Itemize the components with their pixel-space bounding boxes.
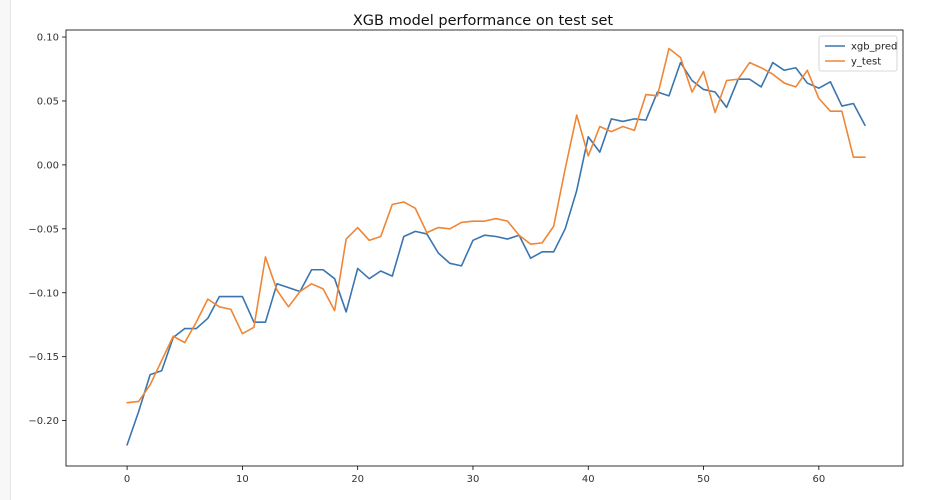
x-tick-label: 30 [467, 474, 480, 485]
x-tick-label: 50 [697, 474, 710, 485]
legend: xgb_pred y_test [818, 35, 898, 72]
y-tick-label: −0.10 [28, 288, 59, 299]
plot-area-frame [65, 29, 904, 467]
chart-title: XGB model performance on test set [353, 13, 614, 29]
y-tick-label: 0.05 [37, 96, 59, 107]
notebook-cell-gutter [0, 0, 11, 500]
y-axis: 0.10 0.05 0.00 −0.05 −0.10 −0.15 −0.20 [28, 33, 66, 427]
x-tick-label: 20 [351, 474, 364, 485]
y-tick-label: −0.15 [28, 352, 59, 363]
y-tick-label: −0.05 [28, 224, 59, 235]
x-tick-label: 40 [582, 474, 595, 485]
y-tick-label: −0.20 [28, 416, 59, 427]
y-tick-label: 0.00 [37, 160, 59, 171]
x-axis: 0 10 20 30 40 50 60 [124, 466, 825, 485]
legend-label-xgb-pred: xgb_pred [851, 42, 897, 53]
x-tick-label: 10 [236, 474, 249, 485]
series-line-xgb-pred [126, 61, 866, 446]
legend-box [818, 35, 898, 72]
y-tick-label: 0.10 [37, 33, 59, 44]
x-tick-label: 0 [124, 474, 130, 485]
series-line-y-test [126, 47, 866, 404]
legend-label-y-test: y_test [851, 57, 881, 68]
series-layer [126, 47, 866, 446]
x-tick-label: 60 [812, 474, 825, 485]
